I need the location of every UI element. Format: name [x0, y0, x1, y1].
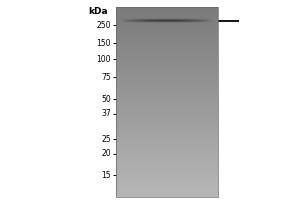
Bar	[116, 7, 218, 197]
Text: 250: 250	[97, 21, 111, 29]
Text: 100: 100	[97, 54, 111, 64]
Text: 20: 20	[101, 150, 111, 158]
Text: 37: 37	[101, 109, 111, 118]
Text: kDa: kDa	[88, 7, 108, 16]
Text: 25: 25	[101, 134, 111, 144]
Text: 50: 50	[101, 95, 111, 104]
Text: 150: 150	[97, 38, 111, 47]
Text: 75: 75	[101, 72, 111, 82]
Text: 15: 15	[101, 170, 111, 180]
